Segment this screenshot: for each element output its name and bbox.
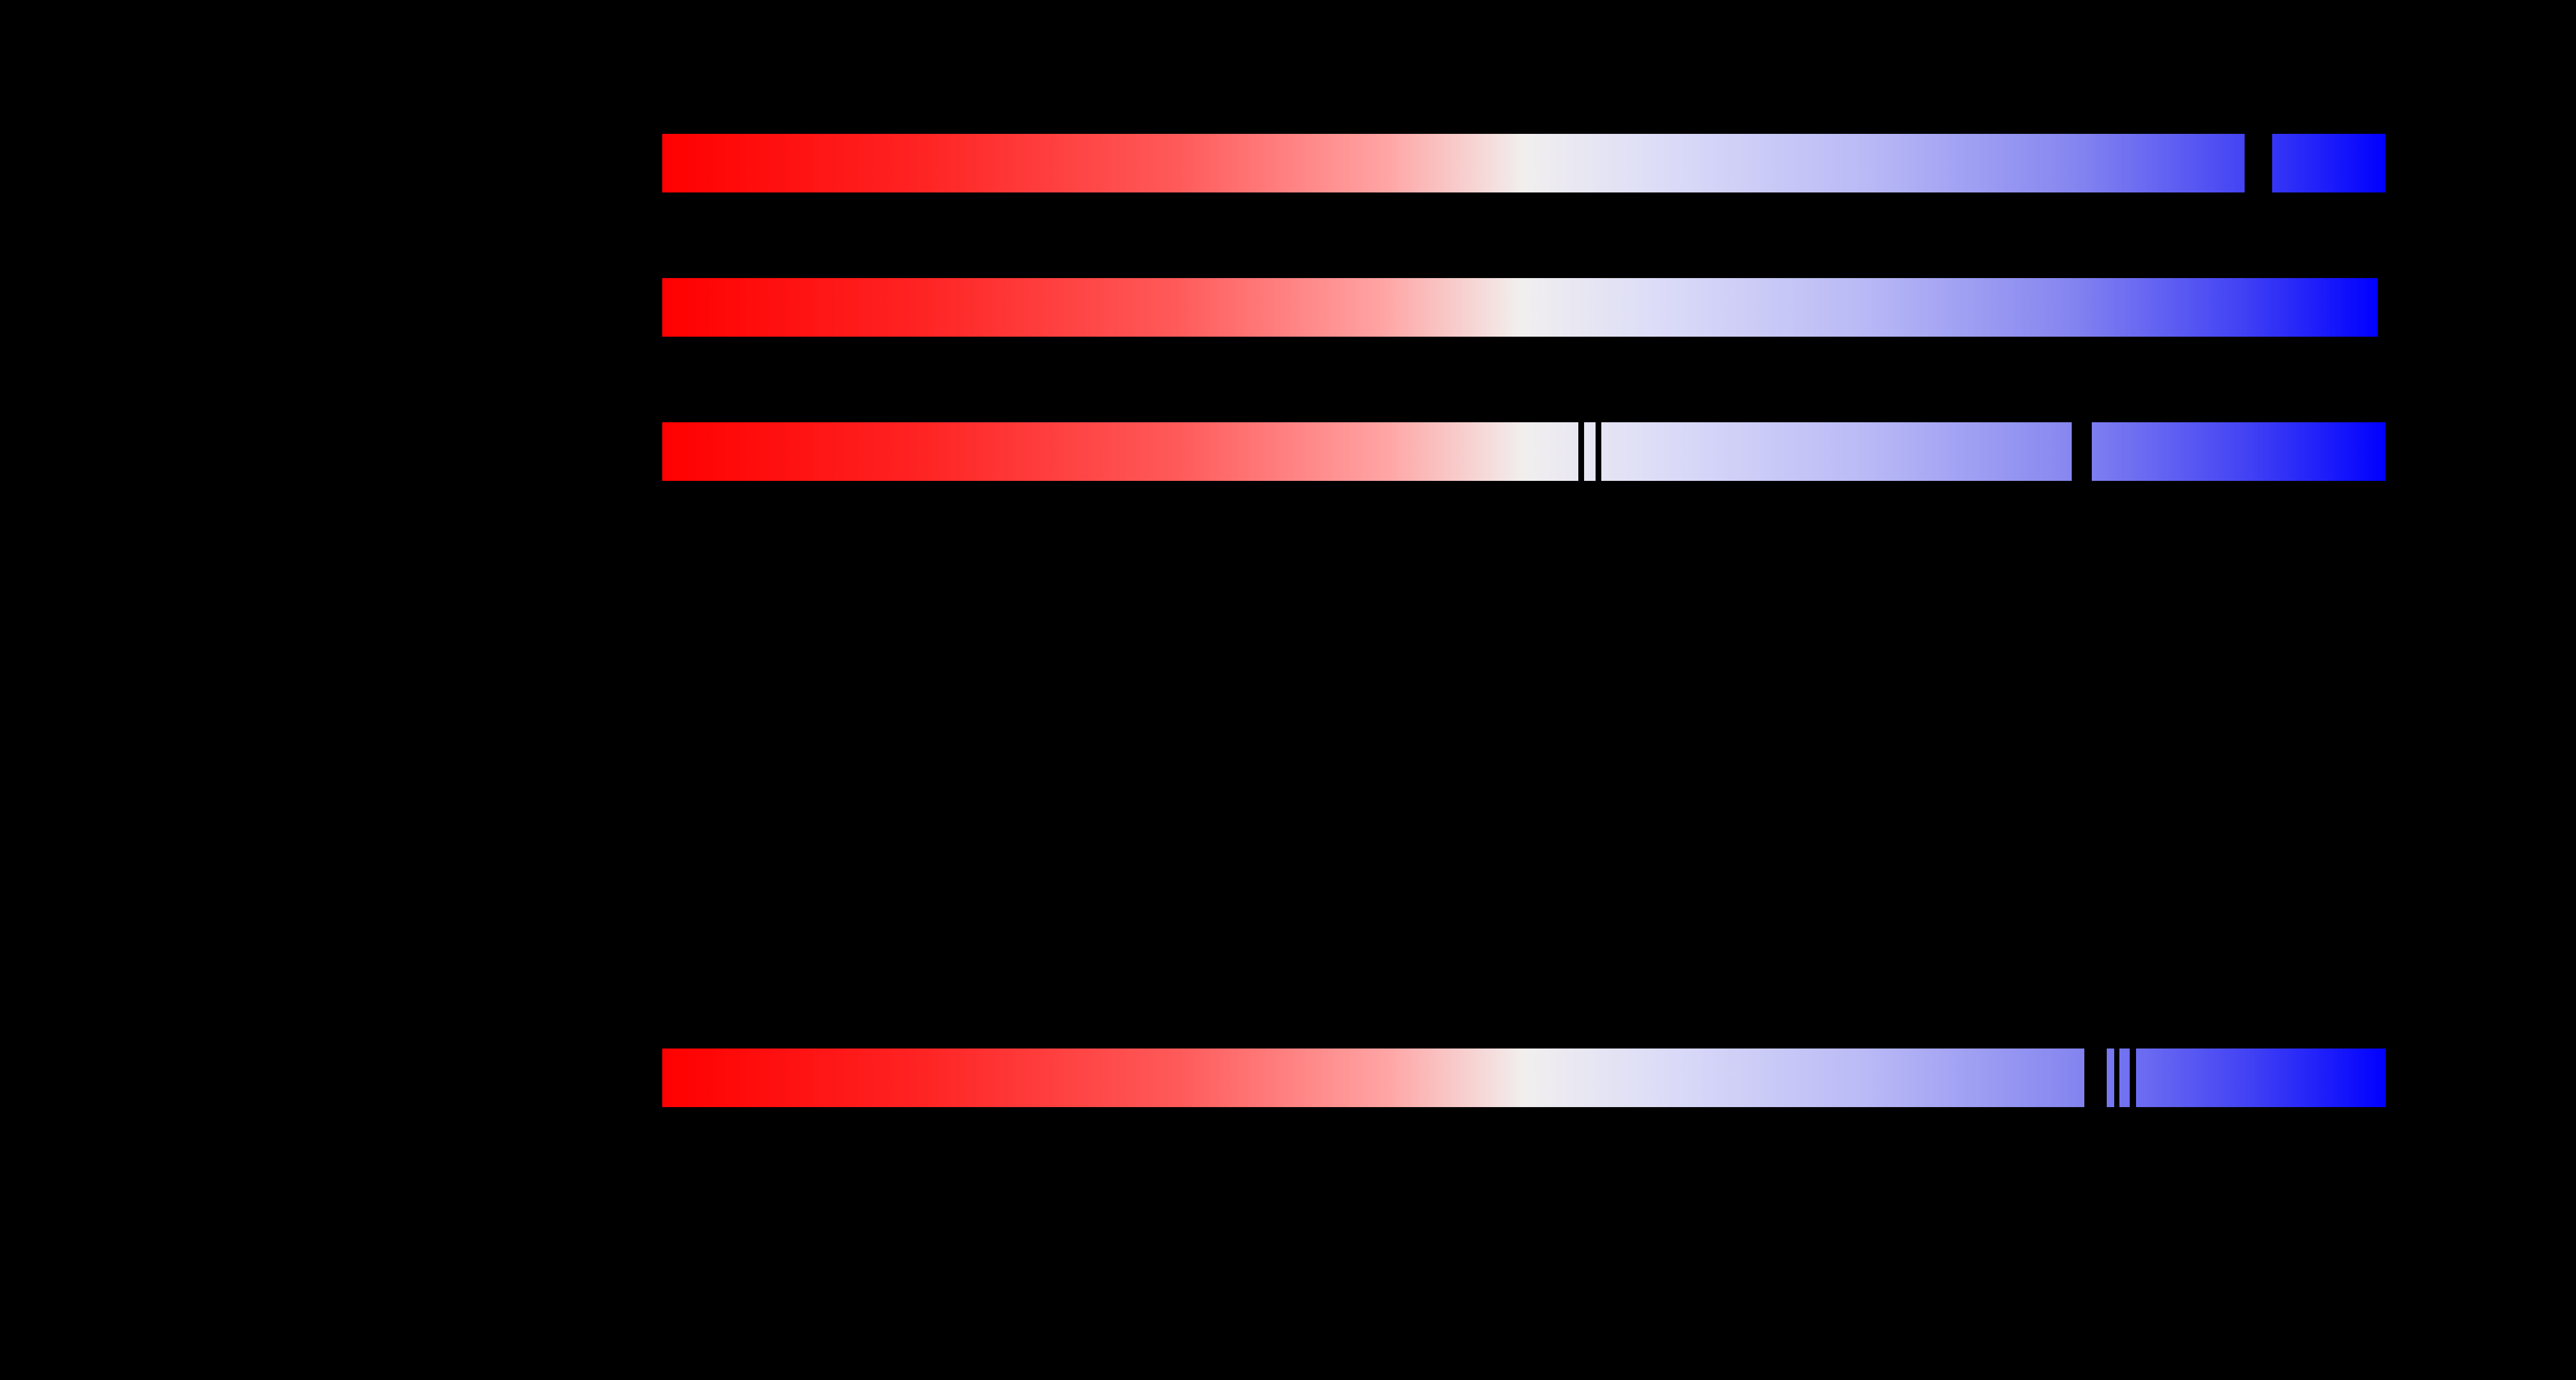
gradient-track-3 (662, 422, 2385, 481)
track-gap (1578, 422, 1584, 481)
track-gap (2084, 1048, 2107, 1108)
track-gap (2130, 1048, 2136, 1108)
gradient-track-1 (662, 133, 2385, 193)
track-gap (2072, 422, 2092, 481)
gradient-track-4 (662, 1048, 2386, 1108)
track-gap (1596, 422, 1601, 481)
gradient-track-2 (662, 278, 2378, 337)
track-gap (2114, 1048, 2119, 1108)
track-gap (2245, 133, 2272, 193)
